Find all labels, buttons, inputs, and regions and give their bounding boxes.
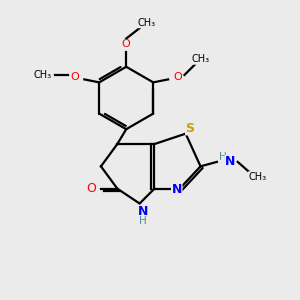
Text: N: N xyxy=(137,205,148,218)
Text: CH₃: CH₃ xyxy=(192,54,210,64)
Text: O: O xyxy=(86,182,96,195)
Text: CH₃: CH₃ xyxy=(248,172,267,182)
Text: CH₃: CH₃ xyxy=(138,18,156,28)
Text: N: N xyxy=(225,155,236,168)
Text: N: N xyxy=(172,183,182,196)
Text: CH₃: CH₃ xyxy=(34,70,52,80)
Text: H: H xyxy=(139,216,146,226)
Text: S: S xyxy=(186,122,195,135)
Text: O: O xyxy=(122,40,130,50)
Text: H: H xyxy=(219,152,227,161)
Text: O: O xyxy=(173,72,182,82)
Text: O: O xyxy=(70,72,79,82)
